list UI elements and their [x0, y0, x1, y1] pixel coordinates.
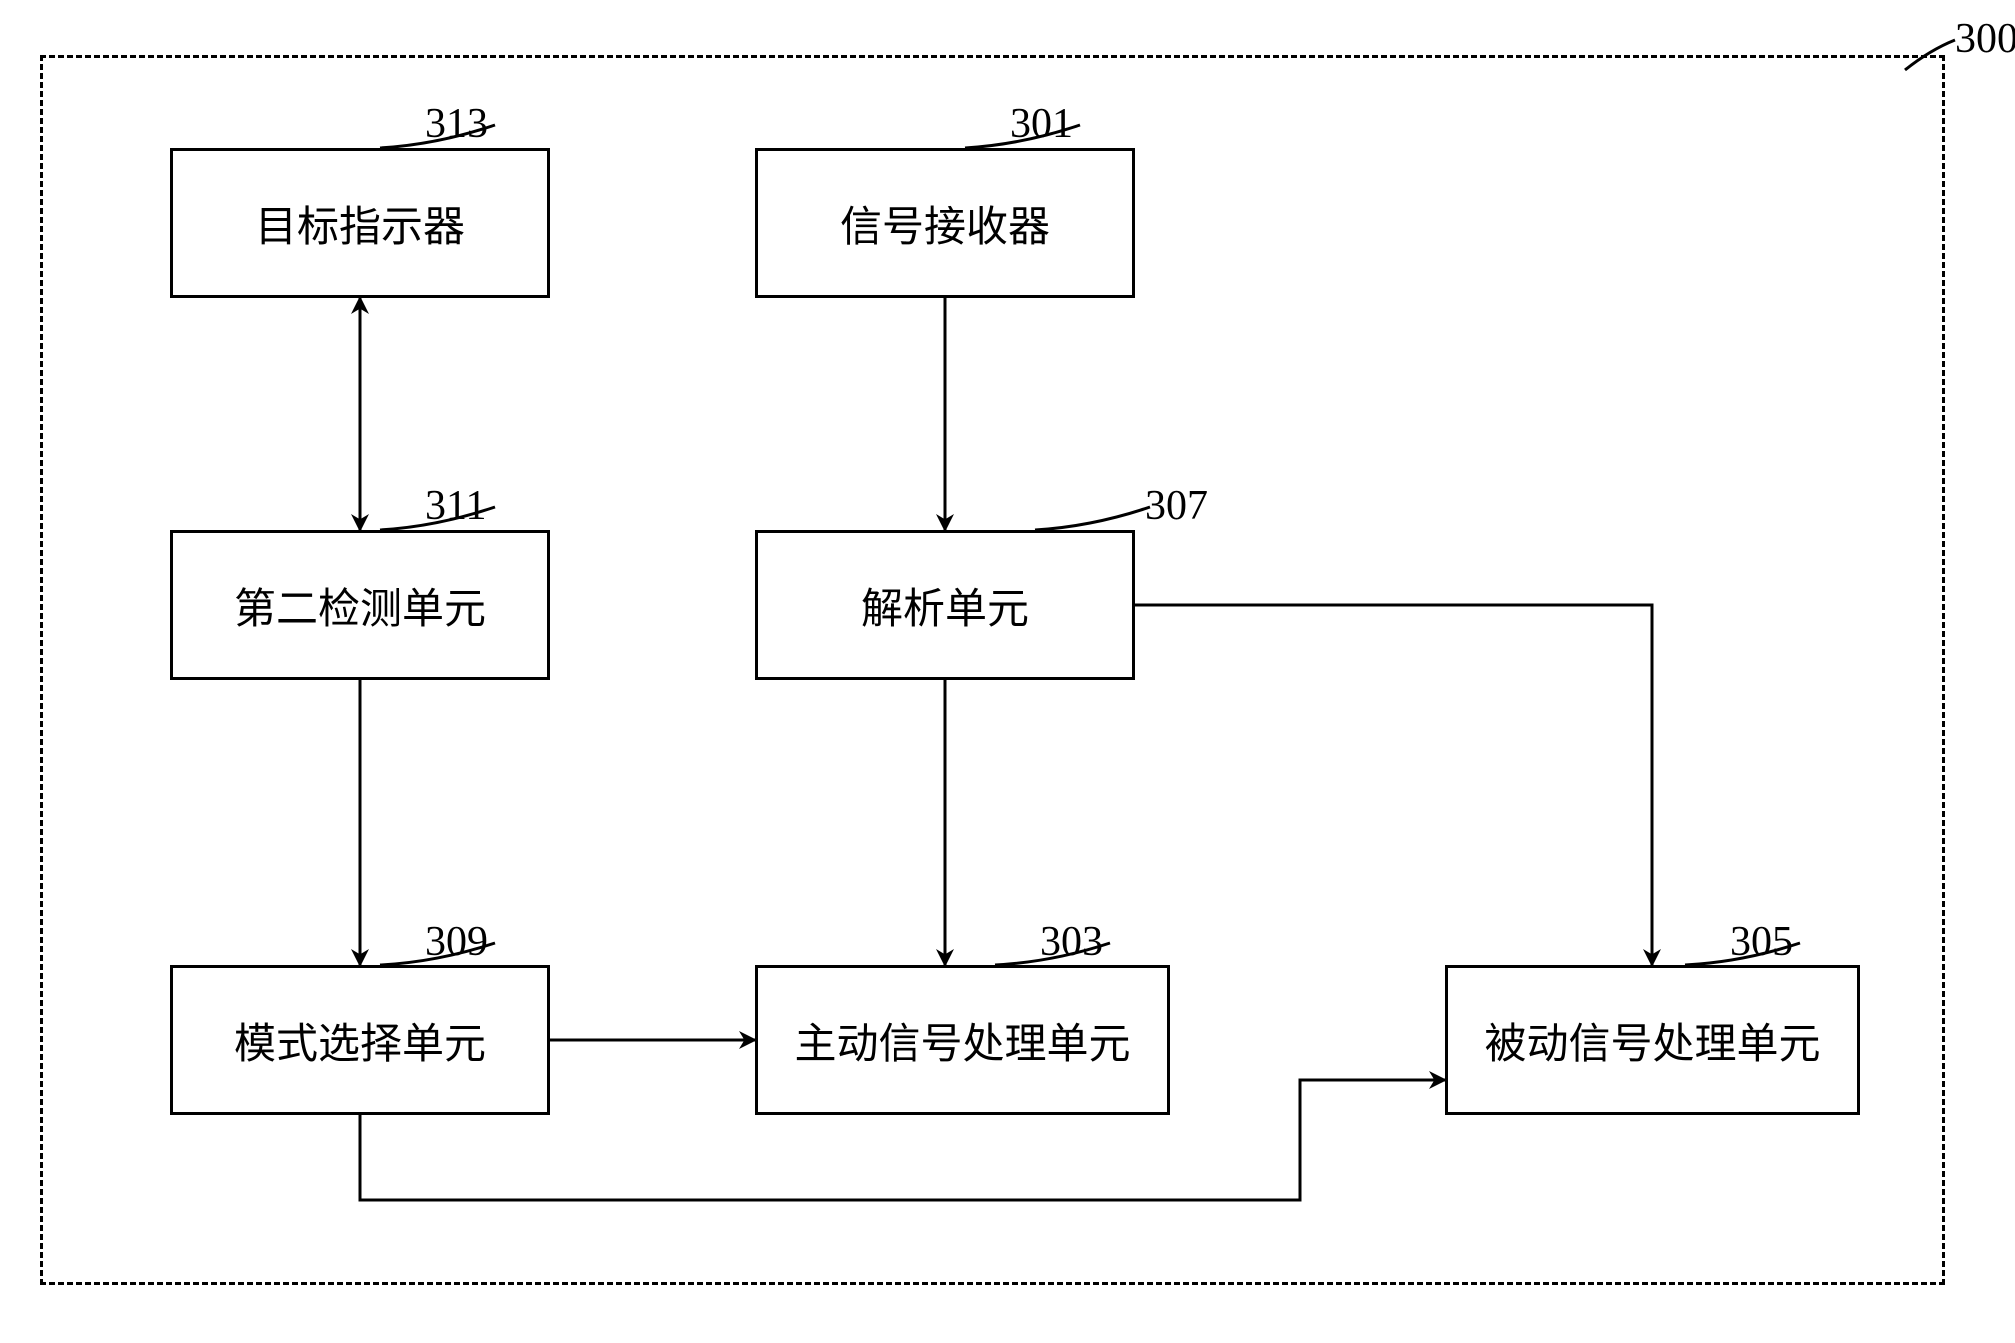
diagram-canvas: 300 目标指示器 313 信号接收器 301 第二检测单元 311 解析单元 307 模式选择单… [0, 0, 2015, 1343]
block-n307: 解析单元 [755, 530, 1135, 680]
block-label: 解析单元 [861, 575, 1029, 636]
block-label: 被动信号处理单元 [1484, 1010, 1820, 1071]
block-number-n311: 311 [425, 482, 486, 530]
block-n305: 被动信号处理单元 [1445, 965, 1860, 1115]
block-label: 主动信号处理单元 [794, 1010, 1130, 1071]
block-number-n303: 303 [1040, 918, 1103, 966]
block-number-n301: 301 [1010, 100, 1073, 148]
block-label: 模式选择单元 [234, 1010, 486, 1071]
frame-number-label: 300 [1955, 15, 2015, 63]
block-number-n313: 313 [425, 100, 488, 148]
block-n309: 模式选择单元 [170, 965, 550, 1115]
block-n313: 目标指示器 [170, 148, 550, 298]
block-label: 信号接收器 [840, 193, 1050, 254]
block-n303: 主动信号处理单元 [755, 965, 1170, 1115]
block-number-n307: 307 [1145, 482, 1208, 530]
block-label: 第二检测单元 [234, 575, 486, 636]
block-n301: 信号接收器 [755, 148, 1135, 298]
block-n311: 第二检测单元 [170, 530, 550, 680]
block-number-n309: 309 [425, 918, 488, 966]
block-label: 目标指示器 [255, 193, 465, 254]
block-number-n305: 305 [1730, 918, 1793, 966]
